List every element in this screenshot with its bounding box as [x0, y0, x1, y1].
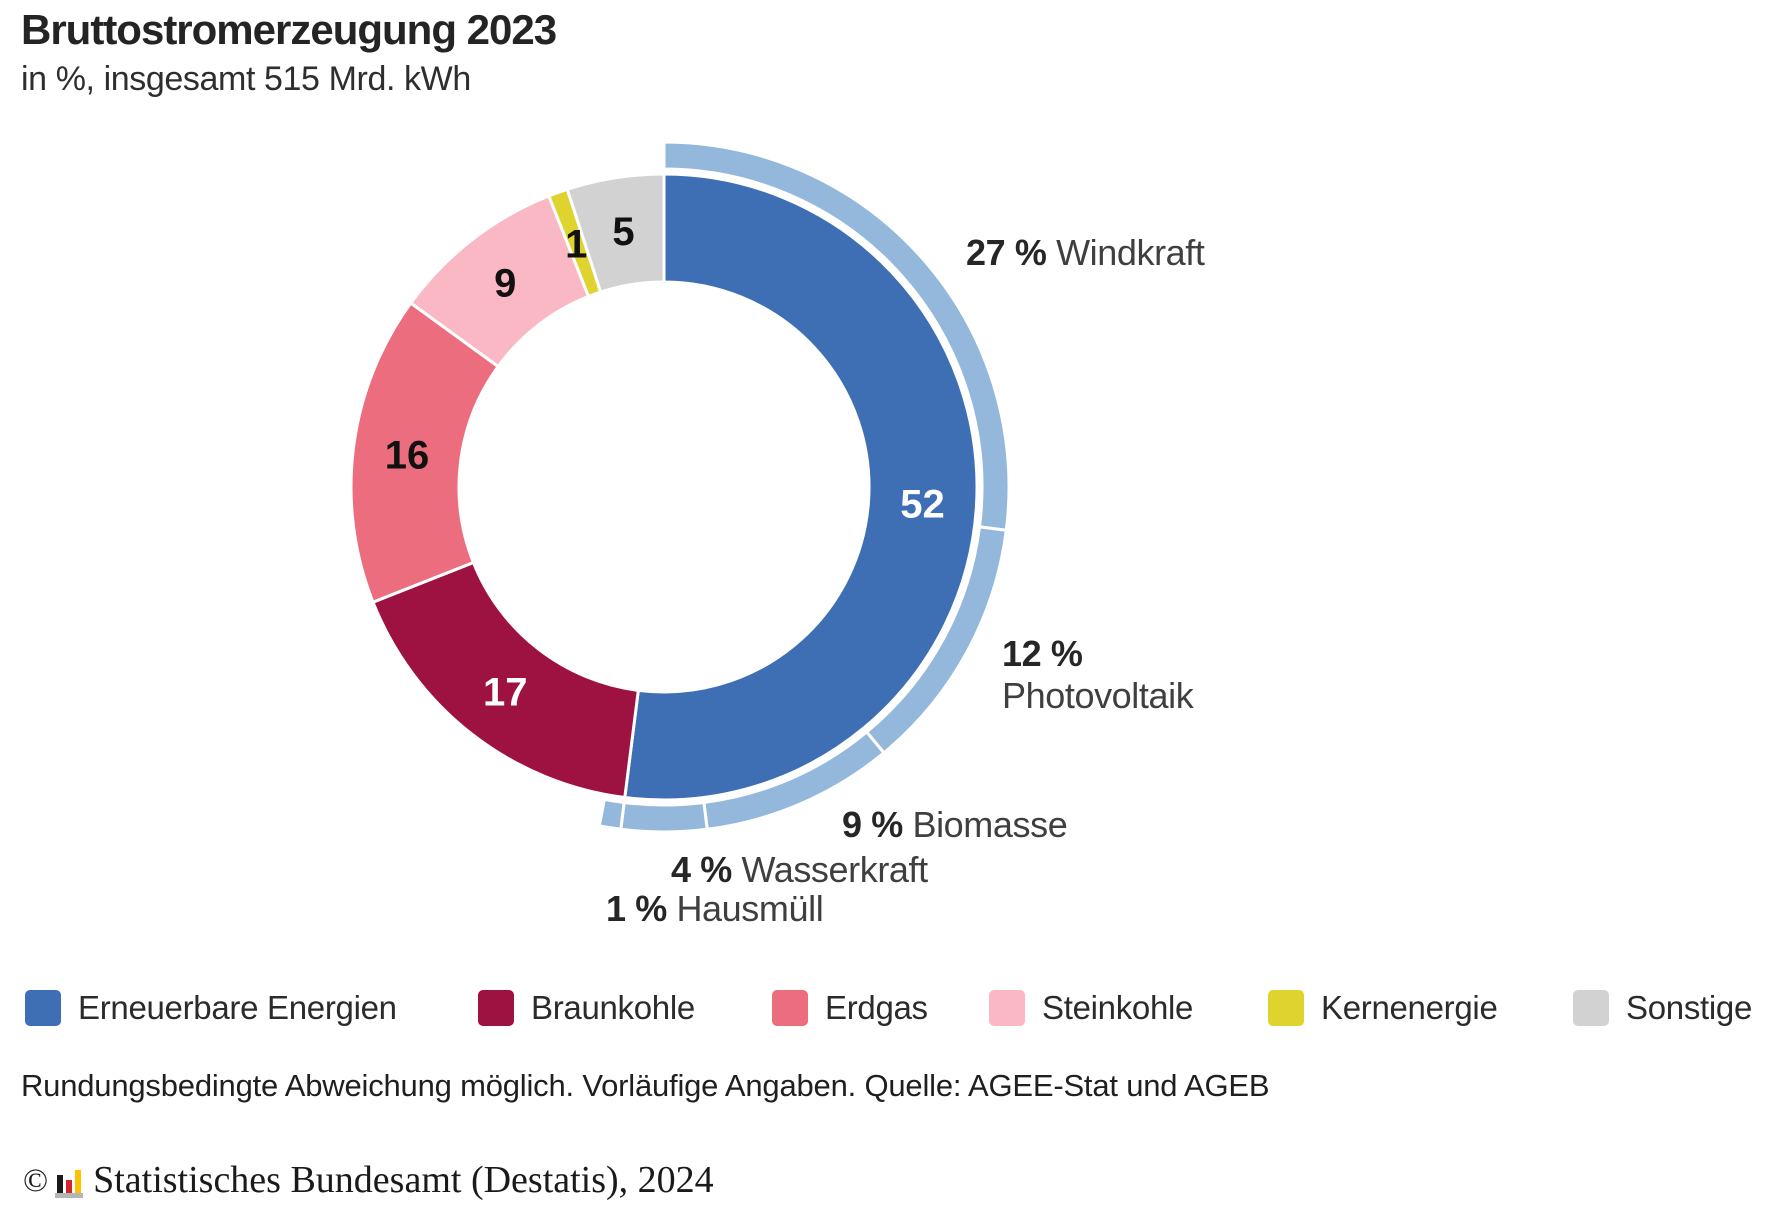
segment-outer-hausmuell — [597, 797, 626, 831]
callout-label: Photovoltaik — [1002, 675, 1194, 716]
copyright-line: © Statistisches Bundesamt (Destatis), 20… — [23, 1158, 714, 1202]
legend-item-erneuerbare-energien: Erneuerbare Energien — [25, 990, 397, 1026]
legend-item-braunkohle: Braunkohle — [478, 990, 695, 1026]
segment-value-label-braunkohle: 17 — [483, 671, 528, 715]
callout-label: Hausmüll — [676, 888, 824, 929]
logo-bar-base — [55, 1193, 84, 1198]
legend-item-label: Sonstige — [1626, 989, 1753, 1026]
callout-windkraft: 27 % Windkraft — [966, 231, 1205, 275]
copyright-text: Statistisches Bundesamt (Destatis), 2024 — [93, 1159, 714, 1201]
callout-label: Wasserkraft — [741, 849, 928, 890]
logo-bar-gold — [75, 1170, 82, 1193]
segment-erneuerbare-energien — [623, 172, 979, 802]
segment-value-label-kernenergie: 1 — [565, 222, 587, 266]
callout-biomasse: 9 % Biomasse — [842, 803, 1068, 847]
destatis-bar-chart-icon — [55, 1166, 84, 1198]
segment-value-label-erdgas: 16 — [385, 434, 430, 478]
chart-subtitle: in %, insgesamt 515 Mrd. kWh — [21, 60, 471, 98]
legend-item-sonstige: Sonstige — [1573, 990, 1752, 1026]
legend-swatch — [772, 990, 808, 1026]
legend-item-kernenergie: Kernenergie — [1268, 990, 1498, 1026]
legend-item-label: Erneuerbare Energien — [78, 989, 397, 1026]
chart-title: Bruttostromerzeugung 2023 — [21, 6, 557, 53]
legend-swatch — [1268, 990, 1304, 1026]
segment-outer-wasserkraft — [619, 800, 709, 834]
legend-item-label: Braunkohle — [531, 989, 695, 1026]
callout-value: 27 % — [966, 232, 1047, 273]
callout-photovoltaik: 12 % Photovoltaik — [1002, 633, 1194, 717]
legend-swatch — [989, 990, 1025, 1026]
logo-bar-red — [66, 1180, 73, 1193]
legend-item-erdgas: Erdgas — [772, 990, 928, 1026]
segment-value-label-sonstige: 5 — [612, 210, 634, 254]
logo-bar-black — [57, 1175, 64, 1193]
callout-value: 4 % — [671, 849, 732, 890]
segment-value-label-steinkohle: 9 — [494, 261, 516, 305]
legend-swatch — [25, 990, 61, 1026]
legend-swatch — [478, 990, 514, 1026]
callout-label: Biomasse — [912, 804, 1068, 845]
callout-hausmuell: 1 % Hausmüll — [606, 887, 824, 931]
source-note: Rundungsbedingte Abweichung möglich. Vor… — [21, 1068, 1270, 1103]
callout-value: 9 % — [842, 804, 903, 845]
legend-item-steinkohle: Steinkohle — [989, 990, 1193, 1026]
callout-wasserkraft: 4 % Wasserkraft — [671, 848, 928, 892]
legend-swatch — [1573, 990, 1609, 1026]
legend-item-label: Erdgas — [825, 989, 928, 1026]
callout-value: 12 % — [1002, 633, 1083, 674]
segment-value-label-erneuerbare-energien: 52 — [900, 482, 945, 526]
legend-item-label: Steinkohle — [1042, 989, 1194, 1026]
callout-label: Windkraft — [1056, 232, 1205, 273]
legend-item-label: Kernenergie — [1321, 989, 1498, 1026]
copyright-symbol: © — [23, 1163, 49, 1199]
segment-sonstige — [565, 172, 666, 294]
callout-value: 1 % — [606, 888, 667, 929]
